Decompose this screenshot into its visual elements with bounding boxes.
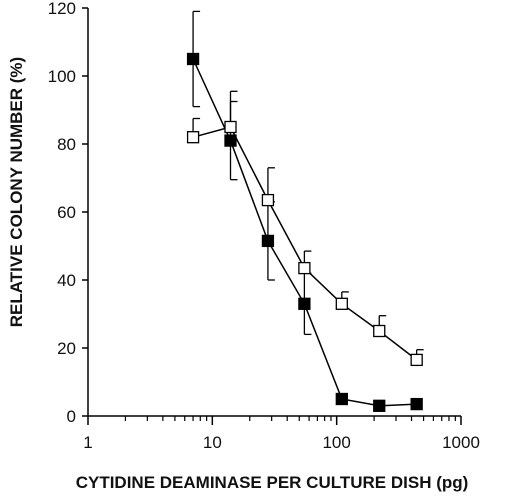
open-square-marker [261, 193, 275, 207]
y-tick-label: 40 [57, 271, 76, 290]
filled-square-marker [410, 397, 423, 411]
series-layer [186, 10, 424, 412]
y-axis-label: RELATIVE COLONY NUMBER (%) [7, 57, 26, 327]
x-tick-label: 1000 [442, 433, 480, 452]
filled-square-marker [224, 134, 237, 147]
filled-square-marker [335, 392, 348, 406]
y-tick-label: 100 [48, 67, 76, 86]
series-line [192, 58, 417, 407]
series-1 [186, 10, 423, 412]
open-square-marker [224, 120, 237, 134]
open-square-marker [186, 131, 200, 144]
y-tick-label: 60 [57, 203, 76, 222]
open-square-marker [410, 353, 423, 367]
filled-square-marker [298, 297, 311, 310]
filled-square-marker [186, 52, 200, 66]
open-square-marker [298, 261, 311, 275]
x-tick-label: 1 [83, 433, 92, 452]
x-tick-label: 100 [322, 433, 350, 452]
y-tick-label: 0 [67, 407, 76, 426]
open-square-marker [373, 324, 386, 338]
filled-square-marker [261, 234, 275, 248]
y-tick-label: 80 [57, 135, 76, 154]
open-square-marker [335, 297, 348, 310]
y-tick-label: 20 [57, 339, 76, 358]
series-2 [186, 90, 424, 367]
y-tick-label: 120 [48, 0, 76, 18]
x-axis-label: CYTIDINE DEAMINASE PER CULTURE DISH (pg) [76, 473, 469, 492]
x-tick-label: 10 [203, 433, 222, 452]
filled-square-marker [373, 399, 386, 412]
